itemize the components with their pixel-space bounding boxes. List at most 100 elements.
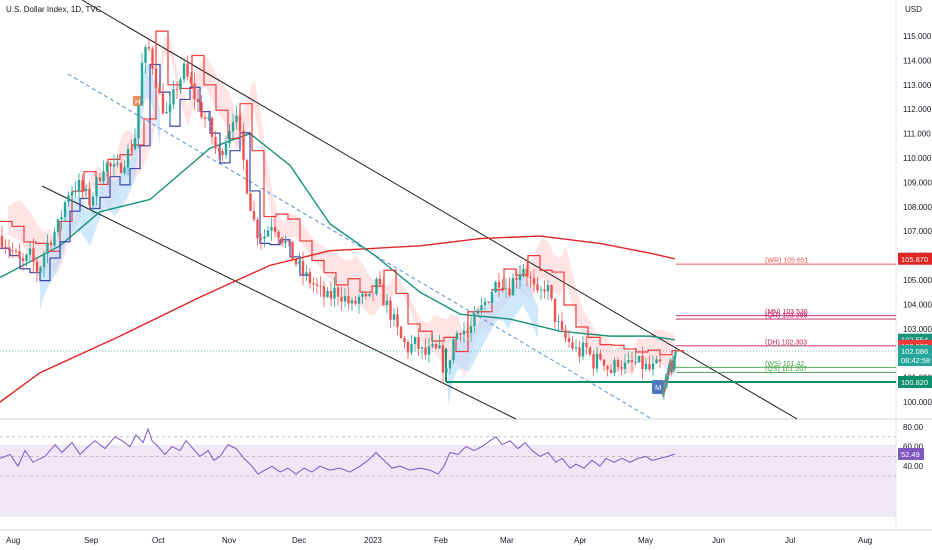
time-axis-label: Aug xyxy=(6,536,20,545)
base-line[interactable] xyxy=(0,63,310,282)
candle-body xyxy=(469,326,473,334)
channel-lower-line[interactable] xyxy=(41,185,517,420)
candle-body xyxy=(70,192,74,196)
candle-body xyxy=(154,68,158,88)
candle-body xyxy=(67,195,70,203)
rsi-line[interactable] xyxy=(0,427,676,475)
candle-body xyxy=(53,231,56,246)
candle-body xyxy=(49,242,53,246)
ema-teal-line[interactable] xyxy=(0,132,676,341)
candle-body xyxy=(161,93,165,114)
time-axis-label: Feb xyxy=(434,536,448,545)
candle-body xyxy=(242,130,245,161)
candle-body xyxy=(462,330,466,335)
svg-text:H: H xyxy=(135,97,140,106)
plot-layer: HM xyxy=(0,0,896,420)
candle-body xyxy=(662,387,665,395)
candle-body xyxy=(651,363,655,370)
candle-body xyxy=(424,347,427,355)
candle-body xyxy=(7,247,11,250)
candle-body xyxy=(214,136,217,149)
time-axis-label: Jun xyxy=(712,536,725,545)
price-tick-label: 111.000 xyxy=(903,130,931,139)
candle-body xyxy=(63,202,67,218)
cloud-blue-2 xyxy=(448,273,538,406)
cloud-red xyxy=(8,36,674,378)
candle-body xyxy=(277,231,280,238)
candle-body xyxy=(189,76,193,84)
candle-body xyxy=(674,351,677,356)
candle-body xyxy=(133,138,137,150)
candle-body xyxy=(91,196,95,206)
level-dh-label: (DH) 102.303 xyxy=(765,339,807,346)
candle-body xyxy=(273,226,277,232)
candle-body xyxy=(266,230,270,237)
price-tick-label: 108.000 xyxy=(903,203,932,212)
candle-body xyxy=(165,112,168,114)
candle-body xyxy=(434,343,438,349)
candle-body xyxy=(595,353,599,369)
price-tick-label: 103.000 xyxy=(903,325,932,334)
candle-body xyxy=(560,321,564,330)
candle-body xyxy=(392,314,396,320)
level-qr-label: (QR) 103.399 xyxy=(765,313,808,320)
candle-body xyxy=(476,310,480,314)
candle-body xyxy=(571,341,574,349)
candle-body xyxy=(32,248,35,262)
candle-body xyxy=(298,261,301,265)
candle-body xyxy=(588,347,592,355)
candle-body xyxy=(616,360,620,367)
candle-body xyxy=(147,47,151,49)
price-tick-label: 107.000 xyxy=(903,227,932,236)
candle-body xyxy=(168,104,172,113)
candle-body xyxy=(613,360,616,373)
candle-body xyxy=(413,337,417,344)
candle-body xyxy=(88,188,91,206)
candle-body xyxy=(354,300,357,304)
candle-body xyxy=(322,286,326,297)
candle-body xyxy=(245,160,249,194)
candle-body xyxy=(427,346,431,355)
channel-upper-line[interactable] xyxy=(81,0,798,420)
ema-fast-line[interactable] xyxy=(0,30,684,356)
candle-body xyxy=(606,365,609,370)
candle-body xyxy=(84,188,88,191)
candle-body xyxy=(564,329,567,339)
channel-mid-line[interactable] xyxy=(67,73,653,420)
candle-body xyxy=(172,89,175,105)
candle-body xyxy=(39,267,42,273)
candle-body xyxy=(557,321,560,323)
badge-countdown: 08:42:58 xyxy=(898,354,932,367)
candle-body xyxy=(123,167,126,173)
low-flag-marker[interactable]: M xyxy=(652,380,664,394)
candle-body xyxy=(511,278,515,296)
candle-body xyxy=(158,87,161,94)
candle-body xyxy=(455,333,459,340)
candle-body xyxy=(648,364,651,370)
candle-body xyxy=(308,272,312,284)
candle-body xyxy=(655,359,658,364)
candle-body xyxy=(522,269,525,275)
high-flag-marker[interactable]: H xyxy=(133,96,142,106)
candle-body xyxy=(497,282,501,288)
candle-body xyxy=(578,347,581,357)
price-tick-label: 113.000 xyxy=(903,81,932,90)
candle-body xyxy=(399,326,403,339)
svg-text:08:42:58: 08:42:58 xyxy=(901,356,930,365)
svg-text:100.820: 100.820 xyxy=(901,378,928,387)
candle-body xyxy=(179,79,182,90)
time-axis-label: Sep xyxy=(84,536,99,545)
price-tick-label: 112.000 xyxy=(903,105,932,114)
ma200-line[interactable] xyxy=(0,235,676,403)
rsi-tick-label: 80.00 xyxy=(903,423,924,432)
candle-body xyxy=(228,131,231,144)
candle-body xyxy=(382,284,385,306)
candle-body xyxy=(305,272,308,275)
candle-body xyxy=(4,247,7,248)
candle-body xyxy=(630,360,634,363)
candle-body xyxy=(515,278,518,281)
candle-body xyxy=(368,293,371,297)
candle-body xyxy=(60,217,63,220)
candle-body xyxy=(529,276,532,279)
